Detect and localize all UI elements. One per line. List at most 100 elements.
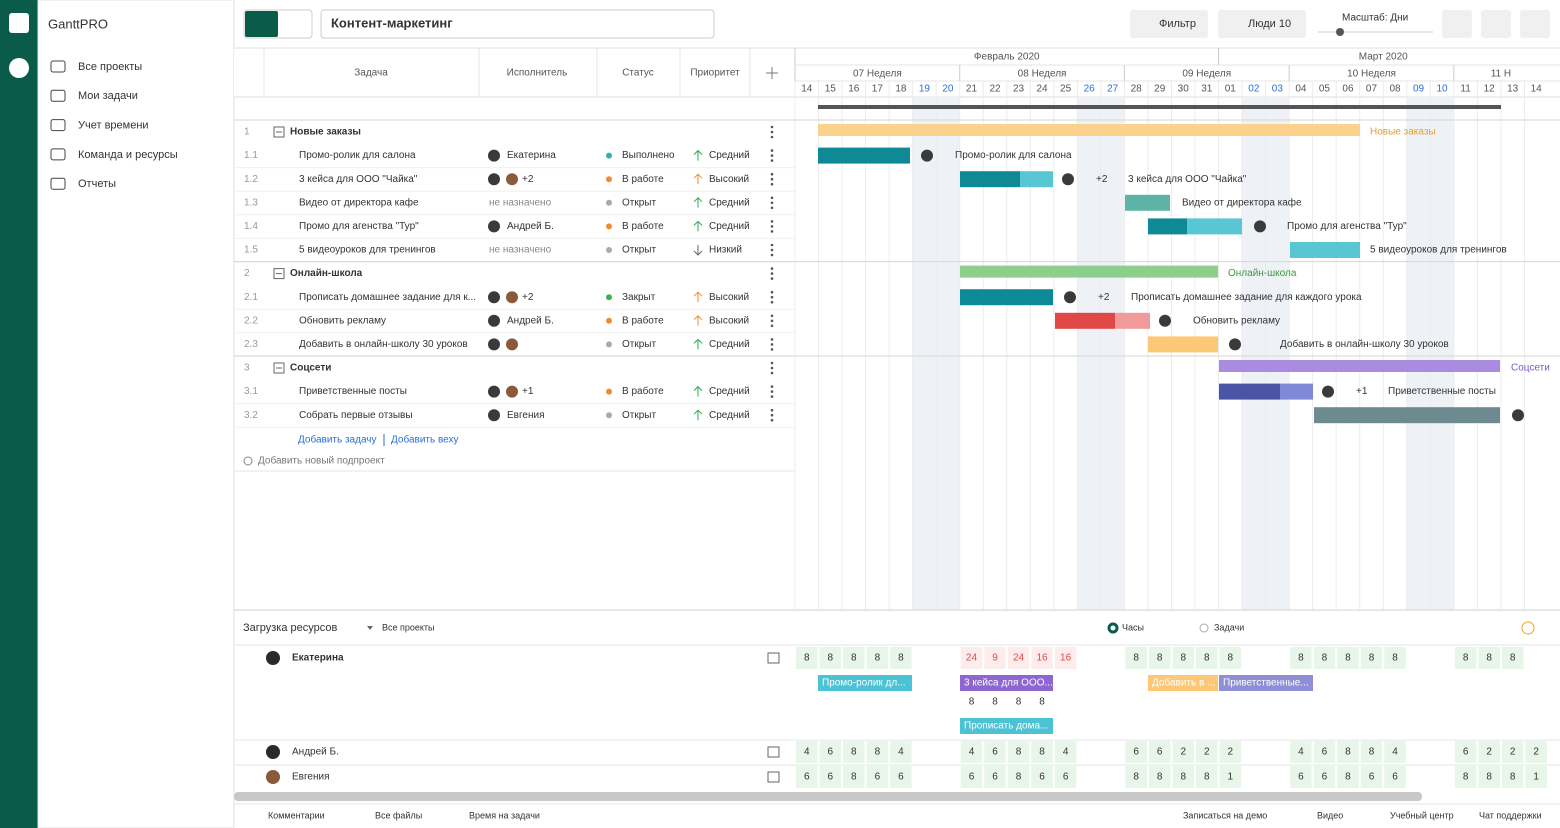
group-name[interactable]: Соцсети bbox=[290, 363, 331, 374]
row-menu[interactable] bbox=[770, 290, 774, 294]
row-menu[interactable] bbox=[770, 135, 774, 139]
row-menu[interactable] bbox=[770, 300, 774, 304]
task-name[interactable]: Прописать домашнее задание для к... bbox=[299, 292, 476, 303]
row-menu[interactable] bbox=[770, 172, 774, 176]
help-icon[interactable] bbox=[1521, 621, 1535, 635]
view-active[interactable] bbox=[245, 11, 278, 37]
footer-link[interactable]: Учебный центр bbox=[1390, 810, 1454, 820]
task-name[interactable]: 3 кейса для ООО "Чайка" bbox=[299, 174, 418, 185]
scrollbar[interactable] bbox=[234, 792, 1422, 801]
filter-button[interactable] bbox=[1130, 10, 1208, 38]
task-bar[interactable] bbox=[960, 289, 1053, 306]
group-name[interactable]: Новые заказы bbox=[290, 127, 361, 138]
task-name[interactable]: 5 видеоуроков для тренингов bbox=[299, 245, 436, 256]
task-chip[interactable] bbox=[1148, 675, 1218, 691]
task-name[interactable]: Обновить рекламу bbox=[299, 314, 386, 326]
task-name[interactable]: Собрать первые отзывы bbox=[299, 409, 413, 421]
row-menu[interactable] bbox=[770, 366, 774, 370]
mode[interactable]: Задачи bbox=[1214, 622, 1244, 632]
task-name[interactable]: Добавить в онлайн-школу 30 уроков bbox=[299, 338, 468, 350]
nav-item[interactable]: Все проекты bbox=[78, 61, 142, 73]
row-menu[interactable] bbox=[770, 130, 774, 134]
footer-link[interactable]: Чат поддержки bbox=[1479, 810, 1542, 820]
task-bar[interactable] bbox=[960, 171, 1020, 188]
task-bar[interactable] bbox=[1280, 383, 1313, 400]
row-menu[interactable] bbox=[770, 361, 774, 365]
row-menu[interactable] bbox=[770, 243, 774, 247]
task-bar[interactable] bbox=[1020, 171, 1053, 188]
footer-link[interactable]: Записаться на демо bbox=[1183, 810, 1267, 820]
task-bar[interactable] bbox=[1125, 194, 1170, 211]
mode[interactable]: Часы bbox=[1122, 622, 1144, 632]
task-name[interactable]: Видео от директора кафе bbox=[299, 196, 419, 208]
row-menu[interactable] bbox=[770, 149, 774, 152]
footer-link[interactable]: Время на задачи bbox=[469, 810, 540, 820]
nav-item[interactable]: Учет времени bbox=[78, 120, 149, 132]
nav-item[interactable]: Команда и ресурсы bbox=[78, 149, 178, 161]
project-input[interactable] bbox=[320, 9, 715, 39]
footer-link[interactable]: Все файлы bbox=[375, 810, 422, 820]
row-menu[interactable] bbox=[770, 295, 774, 299]
add-button[interactable] bbox=[9, 58, 29, 78]
task-bar[interactable] bbox=[1219, 383, 1280, 400]
settings-button[interactable] bbox=[1481, 10, 1511, 38]
radio[interactable] bbox=[1199, 623, 1209, 633]
group-bar[interactable] bbox=[960, 265, 1218, 278]
row-menu[interactable] bbox=[770, 201, 774, 205]
row-menu[interactable] bbox=[770, 343, 774, 346]
row-menu[interactable] bbox=[770, 413, 774, 417]
row-menu[interactable] bbox=[770, 418, 774, 422]
row-menu[interactable] bbox=[770, 206, 774, 210]
add-subproject[interactable]: Добавить новый подпроект bbox=[258, 455, 385, 467]
row-menu[interactable] bbox=[770, 324, 774, 328]
row-menu[interactable] bbox=[770, 225, 774, 228]
task-bar[interactable] bbox=[1148, 218, 1187, 235]
add-column-icon[interactable] bbox=[766, 67, 778, 79]
radio[interactable] bbox=[1107, 622, 1119, 634]
row-menu[interactable] bbox=[770, 220, 774, 223]
row-menu[interactable] bbox=[770, 319, 774, 323]
row-menu[interactable] bbox=[770, 314, 774, 318]
row-menu[interactable] bbox=[770, 253, 774, 257]
row-menu[interactable] bbox=[770, 154, 774, 157]
row-menu[interactable] bbox=[770, 371, 774, 375]
calendar-icon[interactable] bbox=[767, 652, 780, 664]
footer-link[interactable]: Видео bbox=[1317, 810, 1343, 820]
row-menu[interactable] bbox=[770, 348, 774, 351]
task-chip[interactable] bbox=[1219, 675, 1313, 691]
add-milestone[interactable]: Добавить веху bbox=[391, 434, 459, 446]
row-menu[interactable] bbox=[770, 267, 774, 270]
task-chip[interactable] bbox=[960, 675, 1053, 691]
task-chip[interactable] bbox=[818, 675, 912, 691]
row-menu[interactable] bbox=[770, 248, 774, 252]
row-menu[interactable] bbox=[770, 408, 774, 412]
task-bar[interactable] bbox=[818, 147, 910, 164]
people-button[interactable] bbox=[1218, 10, 1306, 38]
task-bar[interactable] bbox=[1115, 312, 1150, 329]
row-menu[interactable] bbox=[770, 277, 774, 280]
task-bar[interactable] bbox=[1314, 407, 1500, 424]
scale-thumb[interactable] bbox=[1336, 28, 1344, 36]
row-menu[interactable] bbox=[770, 177, 774, 181]
task-bar[interactable] bbox=[1290, 242, 1360, 258]
calendar-icon[interactable] bbox=[767, 746, 780, 758]
task-bar[interactable] bbox=[1187, 218, 1242, 235]
task-name[interactable]: Промо-ролик для салона bbox=[299, 150, 416, 161]
nav-item[interactable]: Мои задачи bbox=[78, 90, 138, 102]
resources-filter[interactable]: Все проекты bbox=[382, 622, 435, 632]
add-subproject-icon[interactable] bbox=[243, 456, 253, 466]
task-bar[interactable] bbox=[1055, 312, 1115, 329]
row-menu[interactable] bbox=[770, 390, 774, 393]
row-menu[interactable] bbox=[770, 338, 774, 341]
row-menu[interactable] bbox=[770, 272, 774, 275]
calendar-icon[interactable] bbox=[767, 771, 780, 783]
task-bar[interactable] bbox=[1148, 336, 1218, 353]
row-menu[interactable] bbox=[770, 125, 774, 129]
group-bar[interactable] bbox=[818, 124, 1360, 136]
group-bar[interactable] bbox=[1219, 360, 1500, 372]
more-button[interactable] bbox=[1520, 10, 1550, 38]
task-chip[interactable] bbox=[960, 718, 1053, 734]
row-menu[interactable] bbox=[770, 196, 774, 200]
task-name[interactable]: Промо для агенства "Тур" bbox=[299, 221, 419, 232]
row-menu[interactable] bbox=[770, 385, 774, 388]
